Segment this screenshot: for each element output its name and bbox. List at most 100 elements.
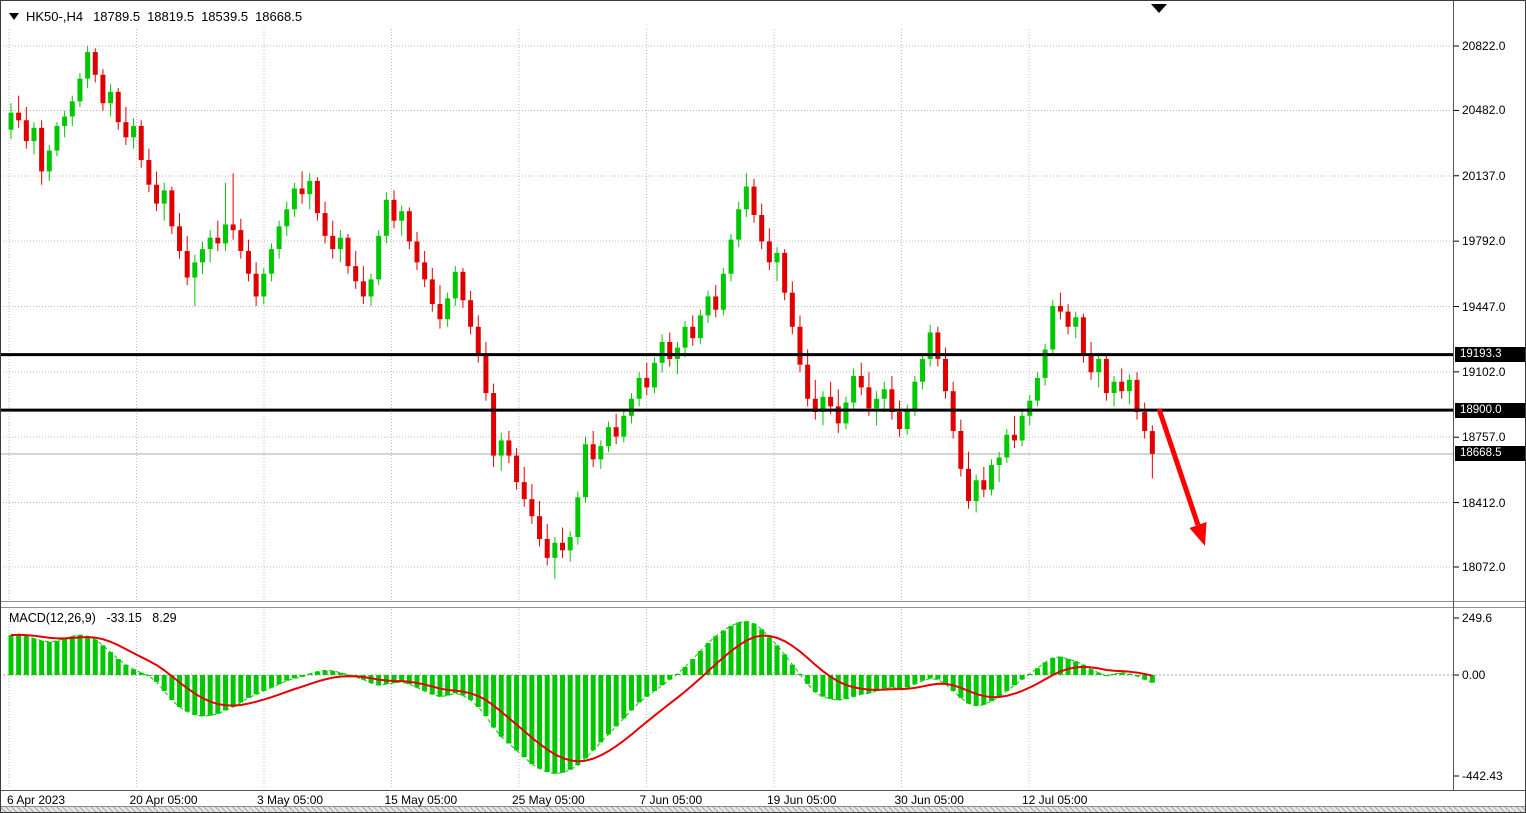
- candle-down: [360, 281, 366, 297]
- macd-histogram-bar: [820, 675, 826, 697]
- macd-histogram-bar: [322, 670, 328, 675]
- candle-down: [406, 211, 412, 242]
- candle-down: [23, 120, 29, 142]
- candle-up: [291, 188, 297, 210]
- candle-up: [376, 235, 382, 280]
- candle-down: [966, 468, 971, 502]
- candle-up: [720, 273, 726, 310]
- candle-down: [429, 279, 435, 305]
- candle-down: [690, 326, 696, 339]
- arrow-annotation-line[interactable]: [1156, 408, 1201, 526]
- candle-down: [506, 440, 512, 456]
- macd-histogram-bar: [184, 675, 190, 712]
- candle-up: [851, 376, 857, 403]
- candle-down: [782, 252, 788, 293]
- candle-up: [552, 542, 558, 558]
- symbol-dropdown-icon[interactable]: [9, 13, 19, 20]
- candle-down: [16, 112, 22, 121]
- candle-up: [337, 237, 343, 250]
- candle-down: [460, 271, 466, 301]
- candle-down: [437, 304, 443, 320]
- macd-histogram-bar: [920, 675, 926, 681]
- candle-up: [54, 125, 60, 151]
- candle-down: [146, 160, 152, 185]
- candle-down: [812, 398, 818, 413]
- macd-histogram-bar: [521, 675, 527, 758]
- macd-histogram-bar: [1034, 668, 1040, 675]
- price-tag-level: 19193.3: [1455, 347, 1525, 363]
- time-axis-label: 7 Jun 05:00: [639, 793, 703, 807]
- candle-up: [268, 249, 274, 274]
- macd-histogram-bar: [636, 675, 642, 703]
- time-axis-label: 15 May 05:00: [384, 793, 458, 807]
- macd-histogram-bar: [291, 675, 297, 679]
- macd-histogram-bar: [651, 675, 657, 691]
- candle-up: [820, 396, 826, 413]
- candle-down: [943, 358, 949, 392]
- macd-histogram-bar: [628, 675, 634, 711]
- candle-down: [322, 213, 328, 236]
- candle-up: [1004, 434, 1010, 458]
- macd-histogram-bar: [736, 622, 742, 675]
- macd-histogram-bar: [307, 673, 313, 675]
- macd-histogram-bar: [575, 675, 581, 766]
- macd-histogram-bar: [483, 675, 489, 717]
- macd-histogram-bar: [77, 635, 83, 675]
- time-axis-label: 25 May 05:00: [512, 793, 585, 807]
- candle-up: [207, 237, 213, 250]
- candle-up: [651, 362, 657, 388]
- macd-histogram-bar: [39, 640, 45, 675]
- arrow-annotation-head[interactable]: [1189, 522, 1207, 546]
- macd-histogram-bar: [659, 675, 665, 686]
- candle-up: [383, 199, 389, 236]
- candle-up: [368, 279, 374, 297]
- macd-histogram-bar: [1011, 675, 1017, 686]
- candle-up: [912, 381, 918, 411]
- macd-histogram-bar: [981, 675, 987, 705]
- candle-down: [981, 480, 987, 490]
- candle-up: [276, 226, 282, 250]
- time-axis-label: 6 Apr 2023: [7, 793, 66, 807]
- macd-axis-label: 249.6: [1462, 611, 1493, 626]
- macd-histogram-bar: [23, 636, 29, 675]
- macd-histogram-bar: [560, 675, 566, 773]
- macd-histogram-bar: [958, 675, 964, 698]
- macd-histogram-bar: [988, 675, 994, 702]
- macd-histogram-bar: [146, 675, 152, 677]
- candle-up: [628, 398, 634, 416]
- candle-up: [8, 112, 14, 130]
- candle-down: [475, 326, 481, 356]
- macd-histogram-bar: [720, 630, 726, 675]
- macd-histogram-bar: [85, 636, 91, 675]
- macd-signal-value: 8.29: [152, 611, 177, 625]
- macd-main-value: -33.15: [106, 611, 142, 625]
- macd-histogram-bar: [1057, 656, 1063, 675]
- macd-histogram-bar: [1149, 675, 1155, 683]
- macd-histogram-bar: [889, 675, 895, 688]
- macd-histogram-bar: [621, 675, 627, 719]
- macd-histogram-bar: [230, 675, 236, 707]
- candle-down: [1088, 355, 1094, 373]
- macd-histogram-bar: [828, 675, 834, 699]
- candle-down: [866, 387, 872, 409]
- macd-histogram-bar: [16, 633, 22, 675]
- macd-histogram-bar: [805, 675, 811, 685]
- candle-up: [1111, 381, 1117, 394]
- candle-down: [468, 300, 474, 327]
- candle-up: [973, 480, 979, 502]
- macd-histogram-bar: [590, 675, 596, 751]
- macd-histogram-bar: [284, 675, 290, 681]
- macd-histogram-bar: [874, 675, 880, 691]
- candle-down: [330, 235, 336, 250]
- macd-histogram-bar: [268, 675, 274, 688]
- candle-down: [644, 377, 650, 388]
- candle-up: [77, 78, 83, 102]
- macd-histogram-bar: [429, 675, 435, 695]
- macd-histogram-bar: [222, 675, 228, 711]
- macd-histogram-bar: [690, 659, 696, 675]
